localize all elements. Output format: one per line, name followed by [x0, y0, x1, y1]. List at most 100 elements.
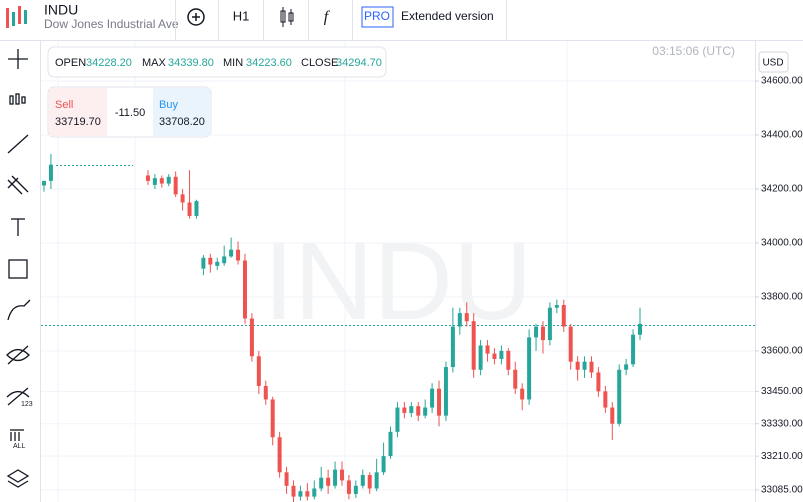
clock: 03:15:06 (UTC) [652, 44, 735, 58]
text-tool[interactable] [11, 218, 25, 236]
candle-body [319, 477, 324, 489]
candle-body [457, 313, 462, 327]
y-tick-label: 34000.00 [761, 238, 803, 249]
spread: -11.50 [115, 107, 145, 119]
candle-body [513, 369, 518, 389]
candle-body [263, 385, 268, 400]
hide-numbers-tool[interactable] [6, 387, 30, 406]
buy-price: 33708.20 [159, 116, 205, 128]
shape-tool[interactable] [8, 259, 28, 279]
candle-tool[interactable] [9, 93, 26, 105]
candle-body [547, 307, 552, 341]
y-tick-label: 34400.00 [761, 130, 803, 141]
candle-body [298, 491, 303, 497]
remove-all-tool[interactable] [10, 429, 24, 441]
candle-body [236, 249, 241, 261]
candle-body [305, 491, 310, 497]
buy-label: Buy [159, 99, 178, 111]
icon-all: ALL [13, 443, 26, 450]
candle-body [229, 249, 234, 257]
watermark: INDU [264, 220, 533, 343]
candle-body [215, 261, 220, 266]
y-tick-label: 33330.00 [761, 418, 803, 429]
candle-body [242, 260, 247, 319]
candle-body [277, 437, 282, 473]
indicators-button[interactable]: f [324, 9, 331, 26]
candle-body [437, 388, 442, 416]
currency-badge[interactable] [758, 51, 789, 73]
ohlc-panel [47, 46, 387, 78]
candle-body [166, 176, 171, 184]
candle-body [520, 388, 525, 400]
candle-body [582, 361, 587, 370]
candle-body [256, 356, 261, 386]
candle-body [402, 407, 407, 413]
trend-line-tool[interactable] [7, 134, 29, 154]
symbol-name: Dow Jones Industrial Ave [44, 17, 179, 31]
candle-body [388, 431, 393, 457]
min-label: MIN [223, 57, 243, 69]
candle-body [409, 406, 414, 413]
candle-body [326, 477, 331, 486]
candle-body [270, 399, 275, 438]
candle-body [284, 472, 289, 486]
candle-body [478, 345, 483, 370]
sell-button[interactable] [49, 88, 107, 136]
icon-123: 123 [21, 401, 33, 408]
fib-tool[interactable] [7, 175, 29, 195]
timeframe-button[interactable]: H1 [233, 8, 250, 23]
close-label: CLOSE [301, 57, 338, 69]
candle-body [631, 334, 636, 365]
candle-body [492, 353, 497, 359]
candle-body [485, 345, 490, 354]
candle-body [201, 257, 206, 269]
logo [6, 6, 27, 28]
candle-body [333, 469, 338, 486]
y-tick-label: 33600.00 [761, 346, 803, 357]
hide-tool[interactable] [6, 345, 30, 365]
pro-label[interactable]: PRO [364, 9, 390, 23]
candle-body [222, 256, 227, 264]
max-label: MAX [142, 57, 167, 69]
candle-body [471, 321, 476, 370]
candle-body [180, 194, 185, 203]
candle-body [534, 326, 539, 338]
candle-body [554, 305, 559, 308]
add-indicator-button[interactable] [187, 8, 205, 26]
candle-body [360, 475, 365, 486]
y-tick-label: 34200.00 [761, 184, 803, 195]
candle-body [575, 361, 580, 370]
y-tick-label: 33800.00 [761, 292, 803, 303]
candle-body [187, 202, 192, 216]
chart-type-button[interactable] [280, 7, 294, 27]
candle-body [42, 180, 46, 186]
candle-body [596, 372, 601, 392]
y-tick-label: 34600.00 [761, 76, 803, 87]
candle-body [312, 488, 317, 497]
close-value: 34294.70 [336, 57, 382, 69]
candle-body [450, 326, 455, 368]
candle-body [416, 406, 421, 416]
y-tick-label: 33085.00 [761, 484, 803, 495]
candle-body [430, 388, 435, 408]
crosshair-tool[interactable] [8, 49, 28, 69]
candle-body [374, 472, 379, 489]
candle-body [381, 456, 386, 473]
candle-body [603, 391, 608, 408]
candle-body [561, 305, 566, 327]
candle-body [208, 257, 213, 265]
candle-body [173, 176, 178, 195]
candle-body [340, 469, 344, 481]
candle-body [159, 178, 164, 184]
min-value: 34223.60 [246, 57, 292, 69]
layers-tool[interactable] [6, 469, 30, 488]
candle-body [527, 337, 532, 400]
brush-tool[interactable] [7, 299, 31, 321]
candle-body [145, 175, 150, 181]
currency: USD [762, 58, 783, 69]
y-tick-label: 33210.00 [761, 451, 803, 462]
candle-body [194, 201, 199, 216]
extended-version[interactable]: Extended version [401, 9, 494, 23]
buy-button[interactable] [153, 88, 210, 136]
candle-body [48, 164, 53, 181]
